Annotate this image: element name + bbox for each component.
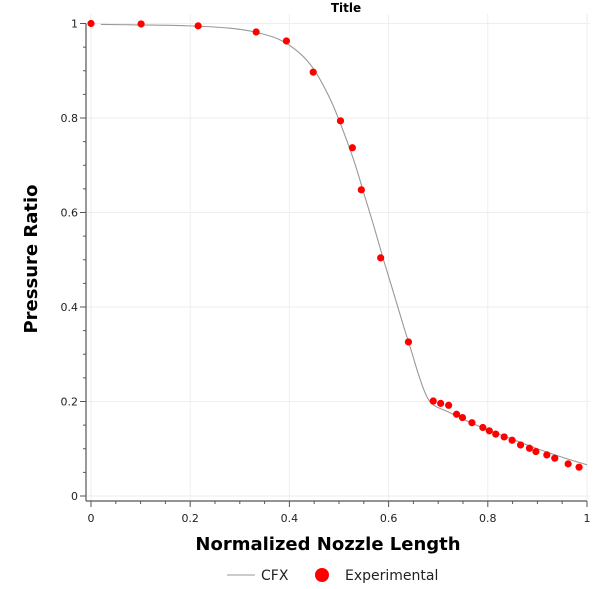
experimental-point: [445, 401, 453, 409]
experimental-point: [543, 451, 551, 459]
y-tick-label: 0.4: [61, 301, 79, 314]
experimental-point: [377, 254, 385, 262]
experimental-point: [282, 37, 291, 45]
y-axis-label: Pressure Ratio: [21, 184, 42, 333]
experimental-point: [551, 454, 559, 462]
experimental-point: [452, 410, 461, 418]
experimental-point: [532, 447, 540, 456]
experimental-point: [252, 28, 260, 36]
x-tick-label: 1: [584, 512, 591, 525]
experimental-point: [500, 433, 508, 441]
experimental-point: [429, 397, 437, 405]
legend-cfx-label: CFX: [261, 568, 289, 584]
experimental-point: [458, 413, 467, 422]
y-tick-label: 0.8: [61, 112, 79, 125]
y-tick-label: 0.6: [61, 207, 79, 220]
axes: 0 0.2 0.4 0.6 0.8 1 0 0.2 0.4 0.6 0.8 1: [61, 18, 591, 526]
x-tick-label: 0.2: [181, 512, 199, 525]
experimental-point: [485, 427, 493, 435]
experimental-point: [437, 399, 445, 407]
x-tick-label: 0.4: [281, 512, 299, 525]
x-tick-label: 0.8: [479, 512, 497, 525]
grid: [87, 14, 590, 500]
chart-title: Title: [331, 1, 361, 15]
experimental-point: [508, 436, 516, 444]
experimental-point: [516, 441, 525, 449]
experimental-point: [564, 460, 572, 468]
experimental-point: [404, 338, 413, 346]
x-tick-label: 0.6: [380, 512, 398, 525]
legend: CFX Experimental: [227, 568, 438, 584]
experimental-point: [575, 463, 583, 471]
cfx-line: [100, 23, 588, 466]
experimental-point: [468, 419, 476, 427]
experimental-point: [348, 144, 356, 152]
experimental-point: [309, 68, 317, 76]
experimental-point: [87, 19, 95, 28]
y-tick-label: 1: [71, 18, 78, 31]
y-tick-label: 0.2: [61, 396, 79, 409]
x-axis-label: Normalized Nozzle Length: [195, 534, 460, 555]
legend-experimental-label: Experimental: [345, 568, 438, 584]
experimental-point: [357, 186, 365, 194]
x-tick-label: 0: [88, 512, 95, 525]
experimental-point: [492, 430, 500, 438]
experimental-point: [479, 423, 487, 432]
series-layer: [87, 19, 588, 471]
experimental-point: [194, 22, 202, 30]
experimental-point: [137, 20, 145, 28]
legend-experimental-swatch: [315, 568, 329, 582]
experimental-point: [525, 444, 534, 452]
y-tick-label: 0: [71, 490, 78, 503]
experimental-point: [336, 117, 345, 125]
